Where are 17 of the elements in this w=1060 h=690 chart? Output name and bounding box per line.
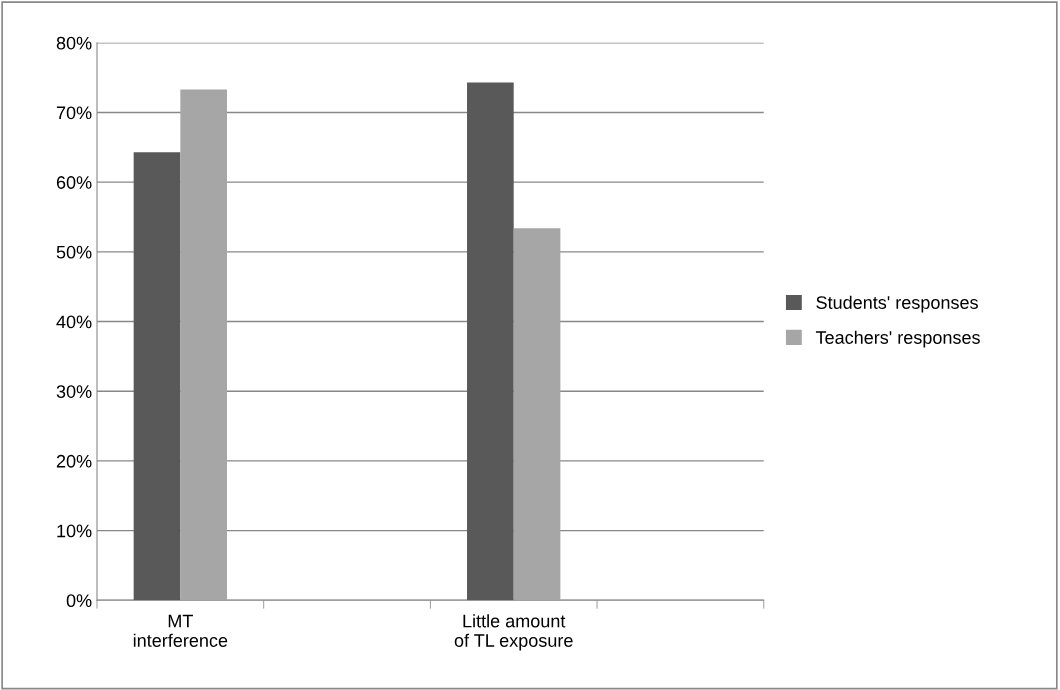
y-tick-label: 10% xyxy=(57,524,92,538)
y-tick-label: 50% xyxy=(56,245,92,259)
y-tick-label: 40% xyxy=(56,315,92,329)
x-tick-label: MT interference xyxy=(133,614,228,647)
y-tick-label: 20% xyxy=(56,454,92,468)
y-tick-label: 30% xyxy=(56,385,92,398)
bar xyxy=(180,89,227,601)
y-tick-label: 60% xyxy=(56,176,92,189)
bar xyxy=(133,152,181,601)
y-tick-label: 70% xyxy=(56,106,92,120)
bar xyxy=(467,82,514,601)
y-tick-label: 0% xyxy=(66,594,92,608)
legend-label: Students' responses xyxy=(816,295,978,313)
x-tick-label: Little amount of TL exposure xyxy=(454,614,573,651)
bar xyxy=(513,228,561,601)
legend-label: Teachers' responses xyxy=(815,330,980,348)
y-tick-label: 80% xyxy=(56,36,92,50)
